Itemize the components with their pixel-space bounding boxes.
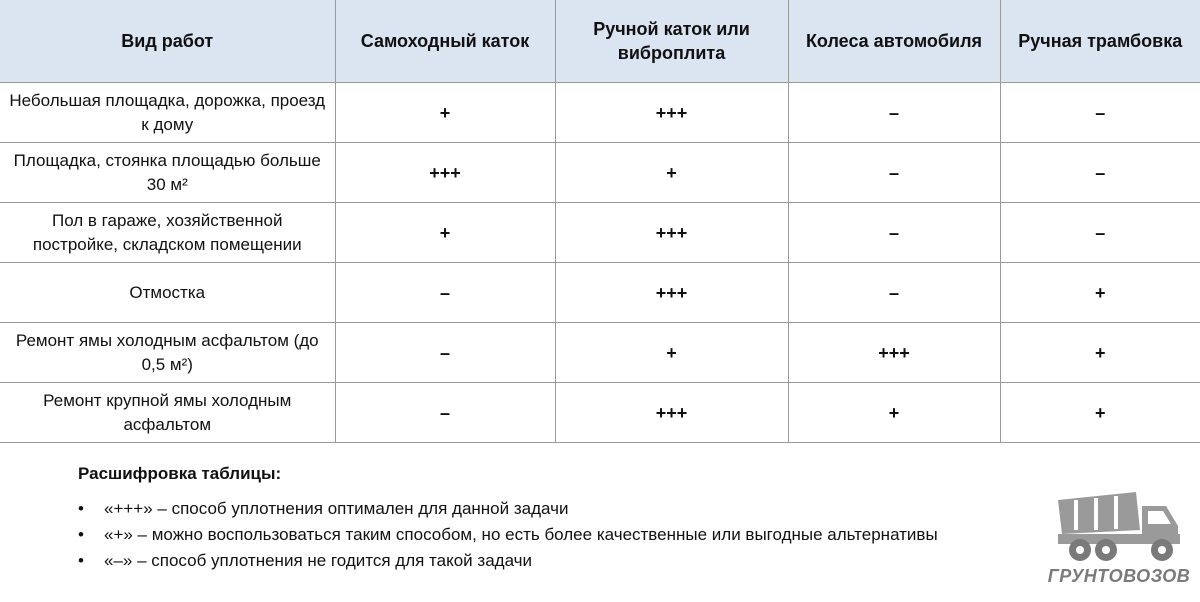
rating-cell: + [554,142,789,203]
rating-cell: +++ [787,322,1001,383]
rating-cell: – [334,322,556,383]
table-row: Площадка, стоянка площадью больше 30 м² … [0,142,1200,203]
rating-cell: – [999,82,1200,143]
table-row: Пол в гараже, хозяйственной постройке, с… [0,202,1200,263]
row-work-type: Небольшая площадка, дорожка, проезд к до… [0,82,336,143]
rating-cell: +++ [554,82,789,143]
legend-item-text: «+++» – способ уплотнения оптимален для … [104,499,569,518]
legend-item-text: «+» – можно воспользоваться таким способ… [104,525,938,544]
rating-cell: + [334,202,556,263]
legend-list: • «+++» – способ уплотнения оптимален для… [78,496,938,574]
header-hand-tamper: Ручная трамбовка [999,0,1200,83]
bullet-icon: • [78,499,84,518]
logo-text: ГРУНТОВОЗОВ [1047,566,1191,586]
legend-item-text: «–» – способ уплотнения не годится для т… [104,551,533,570]
rating-cell: – [334,262,556,323]
rating-cell: + [554,322,789,383]
legend-item: • «+++» – способ уплотнения оптимален для… [52,496,938,522]
legend-item: • «–» – способ уплотнения не годится для … [52,548,938,574]
rating-cell: – [787,142,1001,203]
table-row: Отмостка – +++ – + [0,262,1200,323]
rating-cell: +++ [554,262,789,323]
row-work-type: Пол в гараже, хозяйственной постройке, с… [0,202,336,263]
rating-cell: +++ [334,142,556,203]
compaction-methods-table: Вид работ Самоходный каток Ручной каток … [0,0,1200,443]
header-self-propelled-roller: Самоходный каток [334,0,556,83]
rating-cell: – [787,262,1001,323]
rating-cell: – [999,202,1200,263]
brand-logo: ГРУНТОВОЗОВ [1044,486,1194,598]
legend-title: Расшифровка таблицы: [78,464,282,483]
bullet-icon: • [78,525,84,544]
table-row: Небольшая площадка, дорожка, проезд к до… [0,82,1200,143]
rating-cell: – [334,382,556,443]
rating-cell: +++ [554,382,789,443]
row-work-type: Ремонт ямы холодным асфальтом (до 0,5 м²… [0,322,336,383]
rating-cell: – [999,142,1200,203]
table-header-row: Вид работ Самоходный каток Ручной каток … [0,0,1200,83]
rating-cell: + [334,82,556,143]
row-work-type: Ремонт крупной ямы холодным асфальтом [0,382,336,443]
rating-cell: + [787,382,1001,443]
table-legend: Расшифровка таблицы: • «+++» – способ упл… [78,464,938,574]
rating-cell: – [787,202,1001,263]
rating-cell: + [999,382,1200,443]
row-work-type: Площадка, стоянка площадью больше 30 м² [0,142,336,203]
header-car-wheels: Колеса автомобиля [787,0,1001,83]
bullet-icon: • [78,551,84,570]
table-row: Ремонт ямы холодным асфальтом (до 0,5 м²… [0,322,1200,383]
header-manual-roller: Ручной каток или виброплита [554,0,789,83]
header-work-type: Вид работ [0,0,336,83]
row-work-type: Отмостка [0,262,336,323]
rating-cell: +++ [554,202,789,263]
dump-truck-icon [1058,492,1180,561]
rating-cell: + [999,322,1200,383]
rating-cell: + [999,262,1200,323]
table-row: Ремонт крупной ямы холодным асфальтом – … [0,382,1200,443]
rating-cell: – [787,82,1001,143]
legend-item: • «+» – можно воспользоваться таким спосо… [52,522,938,548]
